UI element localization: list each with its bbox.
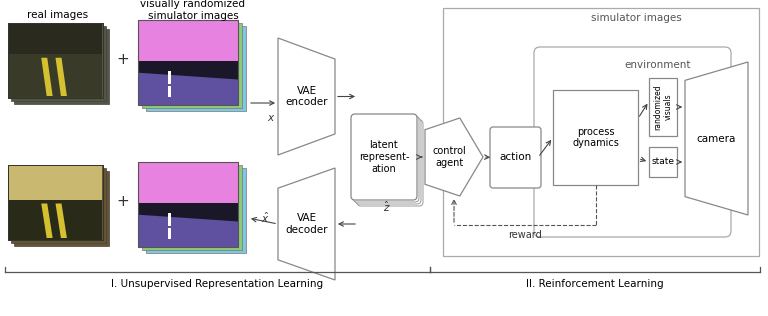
Bar: [168, 228, 171, 239]
Bar: [8, 165, 103, 240]
Bar: [138, 162, 238, 247]
Bar: [8, 23, 103, 98]
Text: reward: reward: [508, 230, 541, 240]
Bar: [142, 165, 242, 250]
Text: II. Reinforcement Learning: II. Reinforcement Learning: [526, 279, 664, 289]
Text: randomized
visuals: randomized visuals: [654, 84, 673, 130]
Polygon shape: [41, 58, 53, 96]
Bar: [138, 61, 238, 105]
Bar: [138, 20, 238, 105]
FancyBboxPatch shape: [353, 116, 419, 202]
Text: real images: real images: [28, 10, 88, 20]
Text: visually randomized
simulator images: visually randomized simulator images: [141, 0, 246, 21]
Bar: [14, 171, 109, 246]
Bar: [9, 24, 102, 54]
Polygon shape: [138, 215, 238, 247]
Text: action: action: [499, 153, 531, 162]
Polygon shape: [138, 73, 238, 105]
Polygon shape: [55, 204, 67, 238]
Text: VAE
decoder: VAE decoder: [285, 213, 328, 235]
Text: $\hat{x}$: $\hat{x}$: [261, 211, 270, 225]
Text: VAE
encoder: VAE encoder: [285, 86, 328, 107]
Text: process
dynamics: process dynamics: [572, 127, 619, 148]
Bar: [8, 165, 103, 240]
Text: camera: camera: [697, 133, 737, 143]
Bar: [649, 78, 677, 136]
Bar: [649, 147, 677, 177]
FancyBboxPatch shape: [357, 120, 423, 206]
Bar: [138, 203, 238, 247]
Bar: [9, 200, 102, 240]
FancyBboxPatch shape: [490, 127, 541, 188]
Bar: [138, 20, 238, 61]
Text: simulator images: simulator images: [591, 13, 681, 23]
FancyBboxPatch shape: [351, 114, 417, 200]
Text: control
agent: control agent: [432, 146, 466, 168]
Polygon shape: [425, 118, 483, 196]
Polygon shape: [55, 58, 67, 96]
Polygon shape: [685, 62, 748, 215]
Bar: [553, 90, 638, 185]
Bar: [443, 8, 759, 256]
Bar: [138, 20, 238, 105]
Text: x: x: [267, 113, 273, 123]
Text: +: +: [117, 195, 129, 210]
Text: +: +: [117, 52, 129, 68]
Bar: [168, 213, 171, 226]
Bar: [11, 168, 106, 243]
Bar: [9, 166, 102, 200]
Bar: [138, 162, 238, 247]
Polygon shape: [41, 204, 53, 238]
Bar: [138, 162, 238, 203]
Text: I. Unsupervised Representation Learning: I. Unsupervised Representation Learning: [111, 279, 323, 289]
Bar: [11, 26, 106, 101]
Text: state: state: [651, 157, 674, 167]
Bar: [9, 54, 102, 98]
Bar: [168, 71, 171, 84]
Bar: [8, 23, 103, 98]
Text: latent
represent-
ation: latent represent- ation: [359, 140, 409, 173]
Text: environment: environment: [624, 60, 690, 70]
Bar: [146, 168, 246, 253]
Bar: [14, 29, 109, 104]
Text: $\hat{z}$: $\hat{z}$: [383, 200, 391, 214]
FancyBboxPatch shape: [355, 118, 421, 204]
Bar: [142, 23, 242, 108]
Polygon shape: [278, 38, 335, 155]
Bar: [168, 86, 171, 96]
Polygon shape: [278, 168, 335, 280]
Bar: [146, 26, 246, 111]
